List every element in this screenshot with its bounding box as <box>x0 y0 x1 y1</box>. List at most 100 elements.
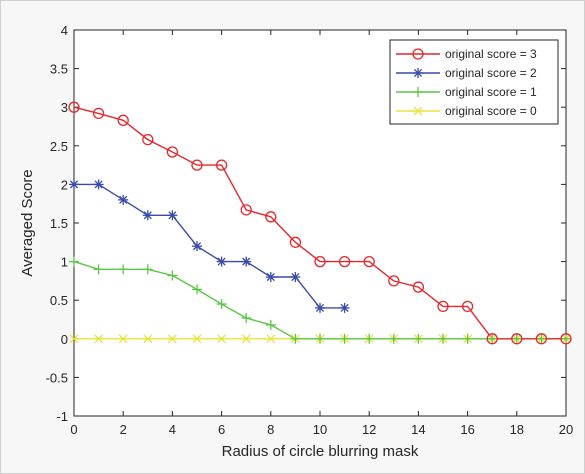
y-tick-label: 1 <box>61 255 68 270</box>
y-tick-label: 0.5 <box>50 293 68 308</box>
data-point <box>241 334 251 344</box>
data-point <box>511 333 523 345</box>
x-tick-label: 10 <box>313 422 327 437</box>
legend-label: original score = 2 <box>445 66 537 80</box>
data-point <box>560 333 572 345</box>
data-point <box>535 333 548 345</box>
data-point <box>290 272 301 283</box>
data-point <box>339 302 350 313</box>
x-axis-label: Radius of circle blurring mask <box>222 443 419 460</box>
data-point <box>142 133 154 146</box>
data-point <box>487 333 498 344</box>
data-point <box>217 334 227 344</box>
data-point <box>143 334 153 344</box>
y-tick-labels: -1 -0.5 0 0.5 1 1.5 2 2.5 3 3.5 4 <box>46 23 68 424</box>
data-point <box>486 333 498 345</box>
data-point <box>438 333 448 344</box>
x-tick-labels: 0 2 4 6 8 10 12 14 16 18 20 <box>70 422 573 437</box>
data-point <box>191 159 203 171</box>
y-tick-label: 3.5 <box>50 62 68 77</box>
data-point <box>363 255 375 268</box>
data-point <box>118 334 128 344</box>
legend: original score = 3 original score = 2 orig… <box>389 39 559 125</box>
data-point <box>118 264 129 275</box>
data-point <box>339 333 350 344</box>
data-point <box>315 302 325 313</box>
data-point <box>192 284 202 295</box>
data-point <box>93 264 104 275</box>
legend-marker <box>413 106 423 116</box>
data-point <box>167 270 178 281</box>
x-tick-label: 16 <box>460 422 474 437</box>
x-tick-label: 4 <box>169 422 176 437</box>
y-tick-label: 0 <box>61 332 68 347</box>
y-axis-label: Averaged Score <box>19 169 36 276</box>
data-point <box>289 236 302 248</box>
legend-item: original score = 3 <box>396 47 537 61</box>
legend-item: original score = 1 <box>396 85 537 99</box>
series-markers <box>68 101 572 345</box>
x-tick-label: 18 <box>510 422 524 437</box>
data-point <box>241 312 252 323</box>
x-tick-label: 14 <box>411 422 425 437</box>
data-point <box>265 211 277 223</box>
data-point <box>167 210 178 221</box>
data-point <box>437 300 449 313</box>
data-point <box>561 333 571 344</box>
x-tick-label: 2 <box>120 422 127 437</box>
data-point <box>118 194 129 205</box>
series-line <box>74 183 345 309</box>
y-tick-label: -0.5 <box>46 370 68 385</box>
legend-marker <box>413 87 423 97</box>
legend-marker <box>413 68 423 78</box>
x-tick-label: 8 <box>267 422 274 437</box>
data-point <box>265 319 276 330</box>
data-point <box>142 210 153 221</box>
data-point <box>69 334 79 344</box>
y-tick-label: 2 <box>61 177 68 192</box>
y-tick-label: 4 <box>61 23 68 38</box>
y-tick-label: 2.5 <box>50 139 68 154</box>
data-point <box>216 299 227 310</box>
data-point <box>192 241 202 252</box>
data-point <box>266 334 276 344</box>
series-line <box>73 106 566 340</box>
data-point <box>192 334 202 344</box>
data-point <box>166 146 179 158</box>
data-point <box>69 179 79 190</box>
data-point <box>412 281 425 293</box>
data-point <box>93 179 104 190</box>
data-point <box>94 334 104 344</box>
data-point <box>511 333 522 344</box>
data-point <box>536 333 547 344</box>
legend-label: original score = 3 <box>445 47 537 61</box>
data-point <box>461 300 474 313</box>
data-point <box>68 101 80 113</box>
y-tick-label: 1.5 <box>50 216 68 231</box>
x-tick-label: 0 <box>70 422 77 437</box>
data-point <box>241 256 252 267</box>
data-point <box>167 334 177 344</box>
data-point <box>388 333 399 344</box>
data-point <box>290 333 301 344</box>
data-point <box>117 114 129 126</box>
data-point <box>338 255 351 268</box>
data-point <box>215 159 228 171</box>
legend-marker <box>412 48 424 60</box>
data-point <box>92 107 105 120</box>
data-point <box>142 264 153 275</box>
data-point <box>413 333 424 344</box>
data-point <box>240 204 252 216</box>
y-tick-label: 3 <box>61 100 68 115</box>
data-point <box>216 256 227 267</box>
data-point <box>364 333 375 344</box>
legend-label: original score = 0 <box>445 104 537 118</box>
data-point <box>69 256 79 267</box>
legend-item: original score = 0 <box>396 104 537 118</box>
legend-label: original score = 1 <box>445 85 537 99</box>
x-tick-label: 20 <box>559 422 573 437</box>
data-point <box>462 333 473 344</box>
data-point <box>314 255 326 268</box>
x-tick-label: 12 <box>362 422 376 437</box>
